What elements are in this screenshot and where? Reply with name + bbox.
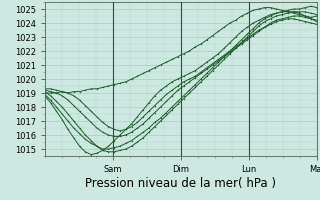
X-axis label: Pression niveau de la mer( hPa ): Pression niveau de la mer( hPa ) xyxy=(85,177,276,190)
